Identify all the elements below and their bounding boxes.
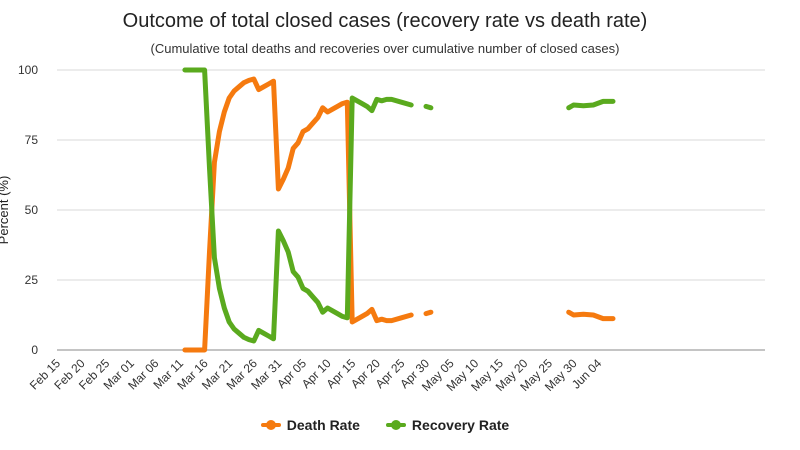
series-recovery-rate[interactable]: [57, 67, 628, 349]
y-tick-label: 100: [18, 63, 38, 77]
series-line-segment[interactable]: [423, 309, 434, 317]
y-tick-label: 0: [31, 343, 38, 357]
series-line-segment[interactable]: [423, 103, 434, 111]
legend-item-death-rate[interactable]: Death Rate: [260, 417, 360, 433]
y-tick-label: 25: [25, 273, 39, 287]
gridlines: [57, 69, 765, 351]
series-line-segment[interactable]: [566, 98, 616, 111]
series-line-segment[interactable]: [182, 76, 414, 353]
legend: Death Rate Recovery Rate: [0, 417, 770, 433]
chart-title: Outcome of total closed cases (recovery …: [122, 10, 648, 32]
y-tick-label: 50: [25, 203, 39, 217]
legend-swatch-death-rate: [260, 420, 281, 430]
series-death-rate[interactable]: [182, 76, 628, 353]
y-axis-label: Percent (%): [0, 176, 11, 245]
legend-item-recovery-rate[interactable]: Recovery Rate: [385, 417, 510, 433]
series-line-segment[interactable]: [182, 67, 414, 344]
legend-swatch-recovery-rate: [385, 420, 406, 430]
legend-label-recovery-rate: Recovery Rate: [411, 417, 510, 433]
series-line-segment[interactable]: [566, 309, 616, 322]
chart-subtitle: (Cumulative total deaths and recoveries …: [150, 41, 620, 56]
series-lines: [57, 67, 628, 353]
legend-label-death-rate: Death Rate: [286, 417, 360, 433]
y-tick-label: 75: [25, 133, 39, 147]
